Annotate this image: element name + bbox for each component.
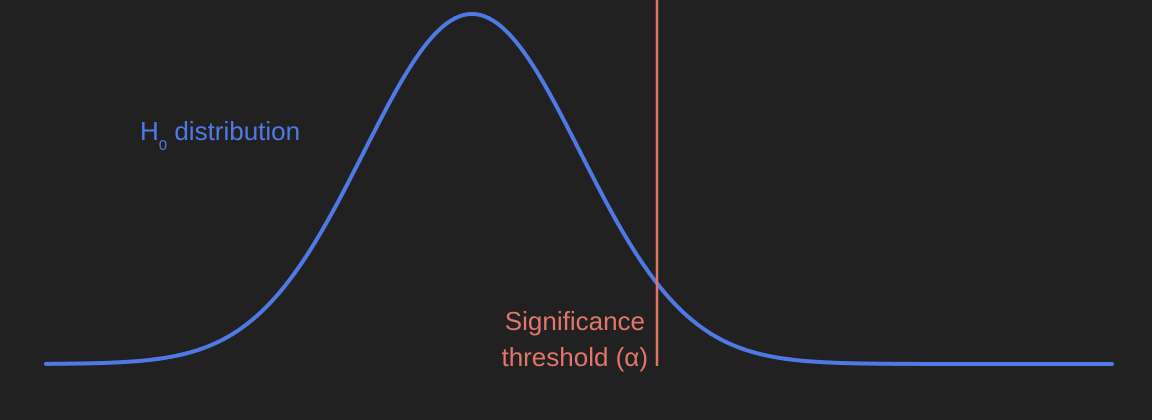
h0-label-subscript: 0 [159, 137, 167, 154]
h0-label-rest: distribution [167, 116, 300, 146]
h0-distribution-curve [44, 12, 1114, 366]
threshold-label-line1: Significance [505, 306, 645, 336]
h0-label-main: H [140, 116, 159, 146]
threshold-label-line2: threshold (α) [501, 342, 648, 372]
h0-distribution-label: H0 distribution [140, 116, 300, 154]
